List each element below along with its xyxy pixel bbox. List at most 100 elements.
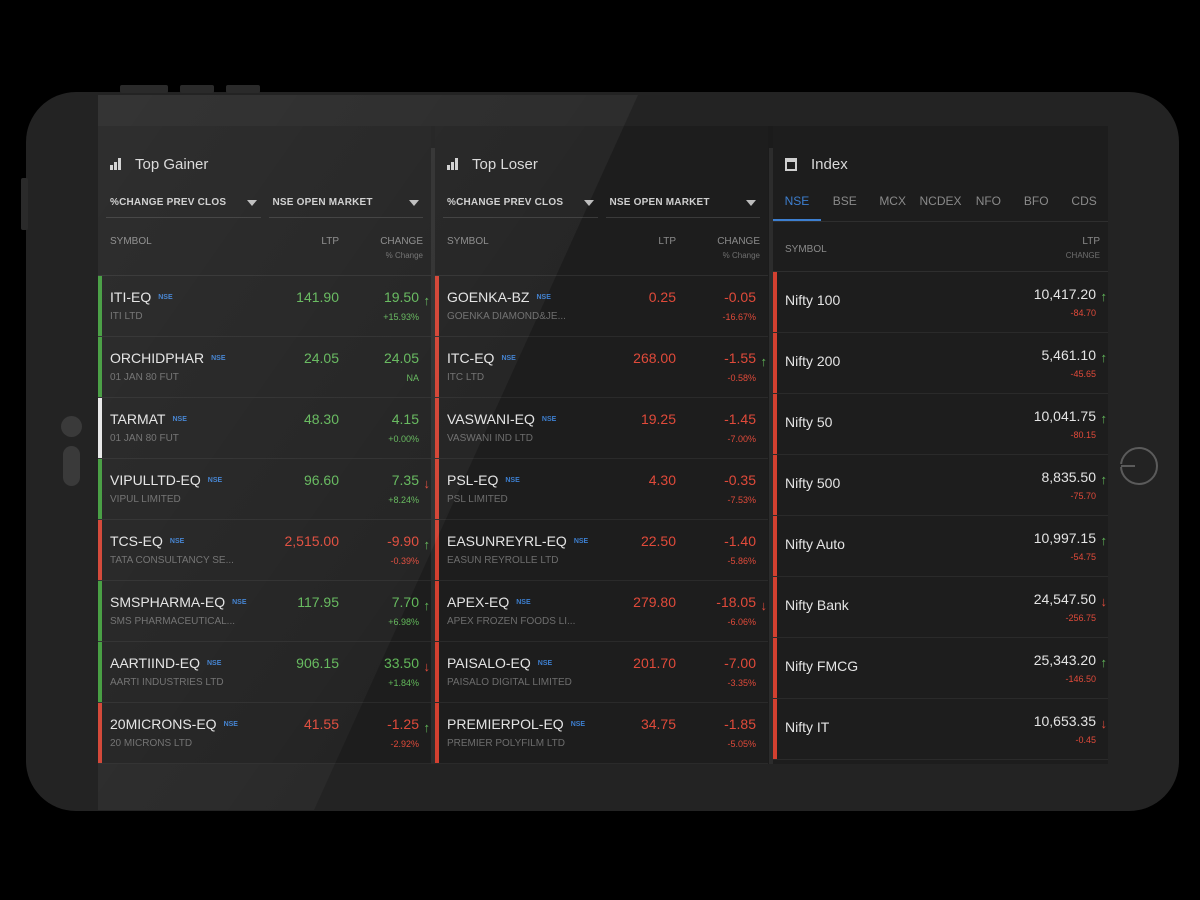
tab-ncdex[interactable]: NCDEX xyxy=(919,194,962,208)
table-row[interactable]: 20MICRONS-EQ NSE 20 MICRONS LTD 41.55 -1.25 -… xyxy=(98,703,431,764)
symbol-name: TARMAT xyxy=(110,411,166,427)
table-row[interactable]: EASUNREYRL-EQ NSE EASUN REYROLLE LTD 22.50 -… xyxy=(435,520,768,581)
table-row[interactable]: PSL-EQ NSE PSL LIMITED 4.30 -0.35 -7.53% xyxy=(435,459,768,520)
change-value: 33.50 xyxy=(383,655,419,671)
table-row[interactable]: GOENKA-BZ NSE GOENKA DIAMOND&JE... 0.25 -0.0… xyxy=(435,276,768,337)
table-row[interactable]: Nifty 500 8,835.50 -75.70 ↑ xyxy=(773,455,1108,516)
company-name: VASWANI IND LTD xyxy=(447,433,533,444)
symbol: 20MICRONS-EQ NSE xyxy=(110,716,238,732)
ltp-value: 268.00 xyxy=(633,350,676,366)
table-row[interactable]: Nifty 200 5,461.10 -45.65 ↑ xyxy=(773,333,1108,394)
table-row[interactable]: Nifty 50 10,041.75 -80.15 ↑ xyxy=(773,394,1108,455)
symbol: VIPULLTD-EQ NSE xyxy=(110,472,222,488)
company-name: TATA CONSULTANCY SE... xyxy=(110,555,234,566)
tab-nse[interactable]: NSE xyxy=(773,188,821,221)
row-indicator xyxy=(98,459,102,519)
table-row[interactable]: PAISALO-EQ NSE PAISALO DIGITAL LIMITED 201.… xyxy=(435,642,768,703)
col-symbol: SYMBOL xyxy=(447,236,489,247)
arrow-down-icon: ↓ xyxy=(423,476,431,491)
row-indicator xyxy=(435,276,439,336)
table-row[interactable]: Nifty IT 10,653.35 -0.45 ↓ xyxy=(773,699,1108,760)
arrow-up-icon: ↑ xyxy=(1100,472,1108,487)
percent-change: +1.84% xyxy=(388,678,419,688)
exchange-badge: NSE xyxy=(537,659,553,667)
row-indicator xyxy=(98,703,102,763)
exchange-badge: NSE xyxy=(207,476,223,484)
index-name: Nifty 100 xyxy=(785,292,841,308)
ltp-value: 10,041.75 xyxy=(1033,408,1096,424)
table-row[interactable]: SMSPHARMA-EQ NSE SMS PHARMACEUTICAL... 117.… xyxy=(98,581,431,642)
market-dropdown[interactable]: NSE OPEN MARKET xyxy=(605,188,760,218)
row-indicator xyxy=(435,581,439,641)
tab-cds[interactable]: CDS xyxy=(1071,194,1097,208)
column-header: SYMBOL LTP CHANGE% Change xyxy=(98,232,431,276)
percent-change: -5.86% xyxy=(727,556,756,566)
ltp-value: 96.60 xyxy=(303,472,339,488)
change-value: 24.05 xyxy=(383,350,419,366)
symbol: ITC-EQ NSE xyxy=(447,350,516,366)
hardware-button xyxy=(180,85,214,93)
percent-change: -2.92% xyxy=(390,739,419,749)
market-dropdown[interactable]: NSE OPEN MARKET xyxy=(268,188,423,218)
company-name: 01 JAN 80 FUT xyxy=(110,433,179,444)
exchange-tabs: NSE BSE MCX NCDEX NFO BFO CDS xyxy=(773,188,1108,222)
ltp-value: 201.70 xyxy=(633,655,676,671)
company-name: ITC LTD xyxy=(447,372,485,383)
table-row[interactable]: ORCHIDPHAR NSE 01 JAN 80 FUT 24.05 24.05 NA xyxy=(98,337,431,398)
exchange-badge: NSE xyxy=(573,537,589,545)
change-value: -1.45 xyxy=(724,411,756,427)
table-row[interactable]: ITC-EQ NSE ITC LTD 268.00 -1.55 -0.58% ↑ xyxy=(435,337,768,398)
exchange-badge: NSE xyxy=(536,293,551,301)
table-row[interactable]: TARMAT NSE 01 JAN 80 FUT 48.30 4.15 +0.00% xyxy=(98,398,431,459)
company-name: APEX FROZEN FOODS LI... xyxy=(447,616,576,627)
calculator-icon xyxy=(785,157,797,171)
ltp-value: 279.80 xyxy=(633,594,676,610)
tab-bfo[interactable]: BFO xyxy=(1023,194,1049,208)
arrow-up-icon: ↑ xyxy=(1100,350,1108,365)
table-row[interactable]: TCS-EQ NSE TATA CONSULTANCY SE... 2,515.00 -… xyxy=(98,520,431,581)
change-value: -0.35 xyxy=(724,472,756,488)
symbol: PREMIERPOL-EQ NSE xyxy=(447,716,585,732)
tab-nfo[interactable]: NFO xyxy=(975,194,1002,208)
table-row[interactable]: VASWANI-EQ NSE VASWANI IND LTD 19.25 -1.45 -7… xyxy=(435,398,768,459)
company-name: GOENKA DIAMOND&JE... xyxy=(447,311,566,322)
sort-dropdown[interactable]: %CHANGE PREV CLOS xyxy=(443,188,598,218)
ltp-value: 48.30 xyxy=(303,411,339,427)
tab-mcx[interactable]: MCX xyxy=(879,194,906,208)
filters: %CHANGE PREV CLOS NSE OPEN MARKET xyxy=(106,188,423,218)
row-indicator xyxy=(98,642,102,702)
percent-change: -3.35% xyxy=(727,678,756,688)
ltp-value: 141.90 xyxy=(296,289,339,305)
symbol-name: GOENKA-BZ xyxy=(447,289,530,305)
power-icon[interactable] xyxy=(1119,447,1158,485)
sensor xyxy=(63,446,80,486)
symbol: PAISALO-EQ NSE xyxy=(447,655,552,671)
index-name: Nifty IT xyxy=(785,719,830,735)
ltp-value: 24,547.50 xyxy=(1033,591,1096,607)
table-row[interactable]: Nifty Auto 10,997.15 -54.75 ↑ xyxy=(773,516,1108,577)
table-row[interactable]: Nifty Bank 24,547.50 -256.75 ↓ xyxy=(773,577,1108,638)
ltp-value: 906.15 xyxy=(296,655,339,671)
table-row[interactable]: ITI-EQ NSE ITI LTD 141.90 19.50 +15.93% ↑ xyxy=(98,276,431,337)
row-indicator xyxy=(98,581,102,641)
symbol: ITI-EQ NSE xyxy=(110,289,173,305)
sort-dropdown[interactable]: %CHANGE PREV CLOS xyxy=(106,188,261,218)
tab-bse[interactable]: BSE xyxy=(832,194,857,208)
exchange-badge: NSE xyxy=(516,598,531,606)
table-row[interactable]: AARTIIND-EQ NSE AARTI INDUSTRIES LTD 906.15… xyxy=(98,642,431,703)
arrow-down-icon: ↓ xyxy=(1100,716,1108,731)
divider xyxy=(431,148,435,764)
table-row[interactable]: Nifty 100 10,417.20 -84.70 ↑ xyxy=(773,272,1108,333)
top-gainer-panel: Top Gainer %CHANGE PREV CLOS NSE OPEN MA… xyxy=(98,126,431,764)
exchange-badge: NSE xyxy=(541,415,557,423)
arrow-down-icon: ↓ xyxy=(423,659,431,674)
ltp-value: 22.50 xyxy=(640,533,676,549)
index-name: Nifty 200 xyxy=(785,353,841,369)
table-row[interactable]: APEX-EQ NSE APEX FROZEN FOODS LI... 279.80 -… xyxy=(435,581,768,642)
row-indicator xyxy=(773,333,777,393)
row-indicator xyxy=(773,577,777,637)
table-row[interactable]: VIPULLTD-EQ NSE VIPUL LIMITED 96.60 7.35 +8.2… xyxy=(98,459,431,520)
table-row[interactable]: PREMIERPOL-EQ NSE PREMIER POLYFILM LTD 34.7… xyxy=(435,703,768,764)
index-name: Nifty 500 xyxy=(785,475,841,491)
table-row[interactable]: Nifty FMCG 25,343.20 -146.50 ↑ xyxy=(773,638,1108,699)
